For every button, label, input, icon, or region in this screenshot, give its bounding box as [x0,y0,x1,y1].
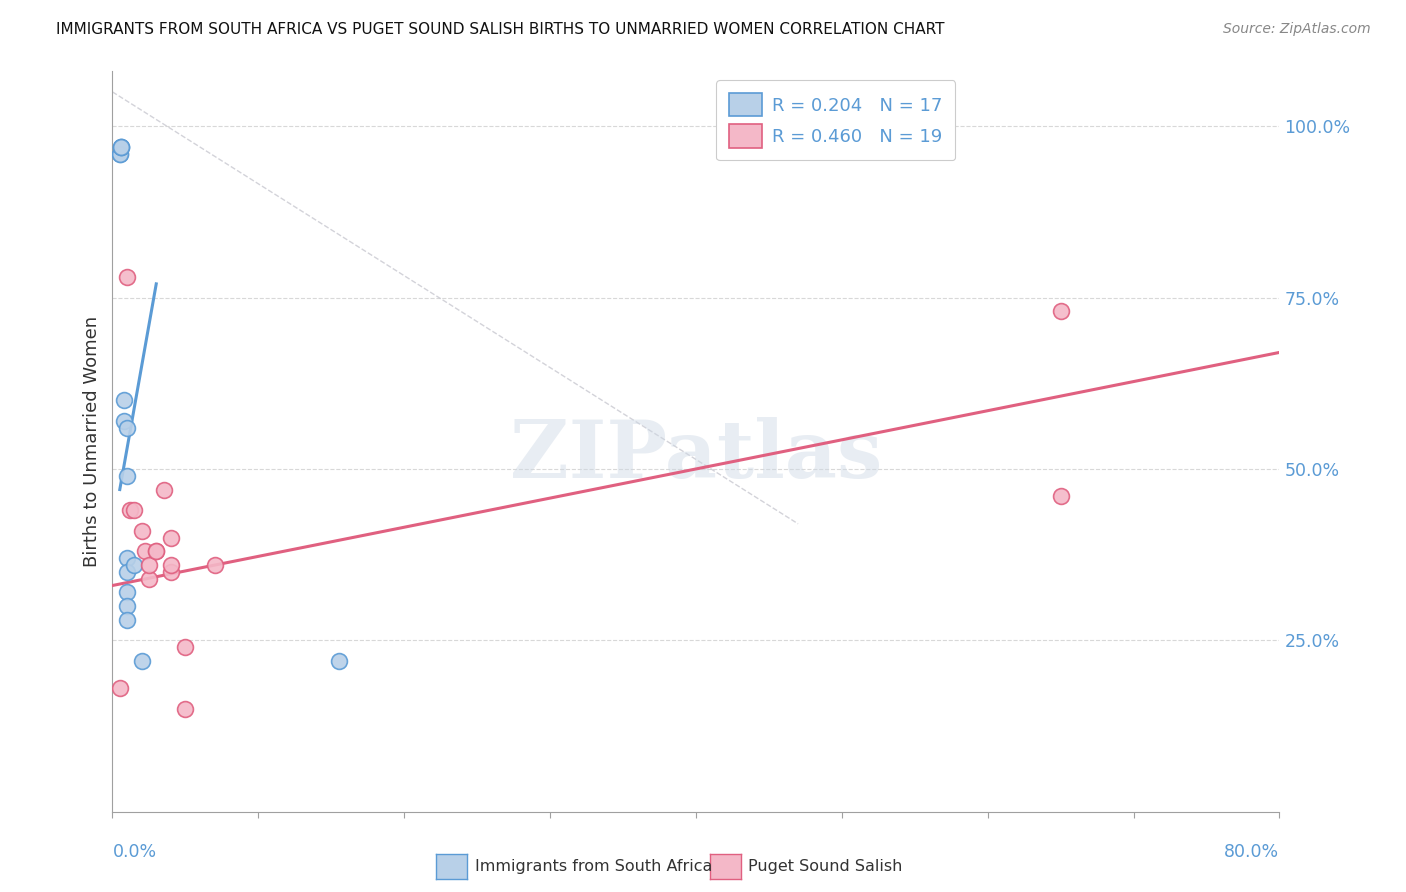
Point [124,503,146,517]
Point [115,599,138,613]
Point [108,146,131,161]
Point [145,544,167,558]
Y-axis label: Births to Unmarried Women: Births to Unmarried Women [83,316,101,567]
Point [1049,489,1071,503]
Point [134,544,156,558]
Point [115,551,138,566]
Point [108,681,131,696]
Point [160,531,183,545]
Point [138,572,160,586]
Point [110,140,132,154]
Point [115,468,138,483]
Point [115,565,138,579]
Point [131,654,153,668]
Point [160,558,183,572]
Text: Immigrants from South Africa: Immigrants from South Africa [475,859,713,873]
Point [124,558,146,572]
Text: IMMIGRANTS FROM SOUTH AFRICA VS PUGET SOUND SALISH BIRTHS TO UNMARRIED WOMEN COR: IMMIGRANTS FROM SOUTH AFRICA VS PUGET SO… [56,22,945,37]
Point [115,270,138,285]
Text: 0.0%: 0.0% [112,843,156,861]
Point [328,654,350,668]
Point [115,421,138,435]
Legend: R = 0.204   N = 17, R = 0.460   N = 19: R = 0.204 N = 17, R = 0.460 N = 19 [717,80,955,161]
Point [138,558,160,572]
Point [118,503,141,517]
Point [1049,304,1071,318]
Point [204,558,226,572]
Point [112,414,135,428]
Text: Puget Sound Salish: Puget Sound Salish [748,859,903,873]
Point [112,393,135,408]
Point [110,140,132,154]
Text: 80.0%: 80.0% [1225,843,1279,861]
Point [145,544,167,558]
Text: ZIPatlas: ZIPatlas [510,417,882,495]
Point [110,140,132,154]
Point [108,146,131,161]
Text: Source: ZipAtlas.com: Source: ZipAtlas.com [1223,22,1371,37]
Point [174,702,197,716]
Point [115,613,138,627]
Point [131,524,153,538]
Point [152,483,174,497]
Point [160,565,183,579]
Point [174,640,197,655]
Point [115,585,138,599]
